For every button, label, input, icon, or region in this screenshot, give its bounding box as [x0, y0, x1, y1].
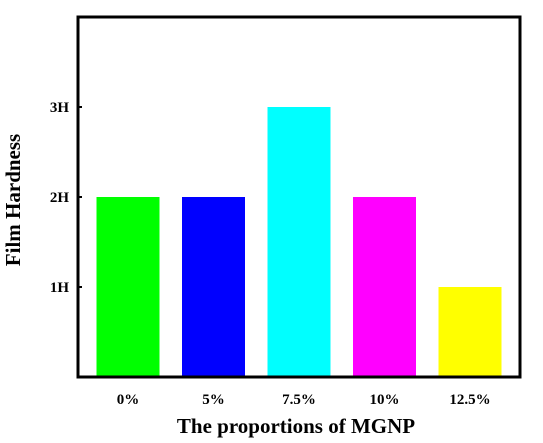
x-tick-label: 0% — [117, 392, 140, 408]
x-tick-label: 7.5% — [282, 392, 316, 408]
y-axis-ticks: 1H 2H 3H — [50, 100, 82, 296]
bar-5pct — [182, 197, 245, 377]
bars-group — [96, 107, 502, 377]
bar-0pct — [96, 197, 160, 377]
plot-frame — [76, 15, 522, 379]
x-tick-label: 10% — [370, 392, 400, 408]
y-axis-label: Film Hardness — [1, 134, 25, 266]
y-tick-label: 1H — [50, 280, 70, 296]
bar-7-5pct — [267, 107, 331, 377]
x-axis-label: The proportions of MGNP — [177, 414, 415, 438]
x-tick-label: 12.5% — [449, 392, 490, 408]
y-tick-label: 2H — [50, 190, 70, 206]
x-axis-ticks: 0% 5% 7.5% 10% 12.5% — [117, 392, 491, 408]
y-tick-label: 3H — [50, 100, 70, 116]
bar-10pct — [353, 197, 416, 377]
bar-12-5pct — [438, 287, 502, 377]
x-tick-label: 5% — [202, 392, 225, 408]
